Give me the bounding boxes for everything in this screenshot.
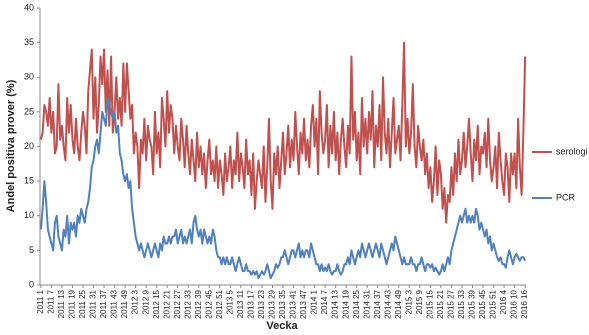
x-tick-label: 2013 5 [225,289,234,314]
x-tick-label: 2012 9 [141,289,150,314]
x-tick-label: 2011 43 [110,289,119,318]
x-tick-label: 2012 39 [194,289,203,318]
x-tick-label: 2013 29 [268,289,277,318]
y-tick-label: 35 [24,37,34,47]
x-tick-label: 2012 15 [152,289,161,318]
x-tick-label: 2014 37 [373,289,382,318]
series-line [39,97,527,280]
x-tick-label: 2011 31 [89,289,98,318]
x-tick-label: 2011 13 [57,289,66,318]
x-tick-label: 2015 33 [457,289,466,318]
x-tick-label: 2012 3 [131,289,140,314]
x-tick-label: 2012 21 [162,289,171,318]
legend-label: PCR [556,192,576,202]
x-tick-label: 2012 33 [183,289,192,318]
x-tick-label: 2011 7 [47,289,56,313]
x-tick-label: 2011 19 [68,289,77,318]
x-tick-label: 2016 10 [510,289,519,318]
x-tick-label: 2011 25 [78,289,87,318]
y-tick-label: 10 [24,210,34,220]
x-tick-label: 2013 11 [236,289,245,318]
y-tick-label: 0 [29,279,34,289]
x-tick-label: 2011 37 [99,289,108,318]
x-tick-label: 2013 17 [247,289,256,318]
series-line [39,41,527,224]
x-tick-label: 2014 25 [352,289,361,318]
x-tick-label: 2015 27 [447,289,456,318]
x-tick-label: 2014 49 [394,289,403,318]
x-tick-label: 2016 4 [499,289,508,314]
x-tick-label: 2014 19 [341,289,350,318]
y-tick-label: 15 [24,176,34,186]
x-tick-label: 2012 27 [173,289,182,318]
x-tick-label: 2013 47 [299,289,308,318]
y-tick-label: 20 [24,141,34,151]
x-tick-label: 2014 7 [320,289,329,314]
x-tick-label: 2014 13 [331,289,340,318]
x-tick-label: 2012 51 [215,289,224,318]
x-tick-label: 2013 41 [289,289,298,318]
y-tick-label: 5 [29,245,34,255]
x-tick-label: 2014 1 [310,289,319,314]
x-tick-label: 2012 45 [204,289,213,318]
x-tick-label: 2013 35 [278,289,287,318]
x-tick-label: 2016 16 [520,289,529,318]
y-tick-label: 25 [24,106,34,116]
x-tick-label: 2015 39 [468,289,477,318]
x-tick-label: 2011 49 [120,289,129,318]
y-tick-label: 40 [24,2,34,12]
x-tick-label: 2014 31 [362,289,371,318]
y-tick-label: 30 [24,72,34,82]
x-tick-label: 2015 51 [489,289,498,318]
x-tick-label: 2015 45 [478,289,487,318]
x-tick-label: 2013 23 [257,289,266,318]
x-tick-label: 2015 9 [415,289,424,314]
x-tick-label: 2015 15 [425,289,434,318]
legend-label: serologi [556,146,588,156]
x-axis-title: Vecka [266,320,298,332]
x-tick-label: 2014 43 [383,289,392,318]
x-tick-label: 2011 1 [36,289,45,313]
x-tick-label: 2015 21 [436,289,445,318]
y-axis-title: Andel positiva prover (%) [5,79,17,212]
x-tick-label: 2015 3 [404,289,413,314]
